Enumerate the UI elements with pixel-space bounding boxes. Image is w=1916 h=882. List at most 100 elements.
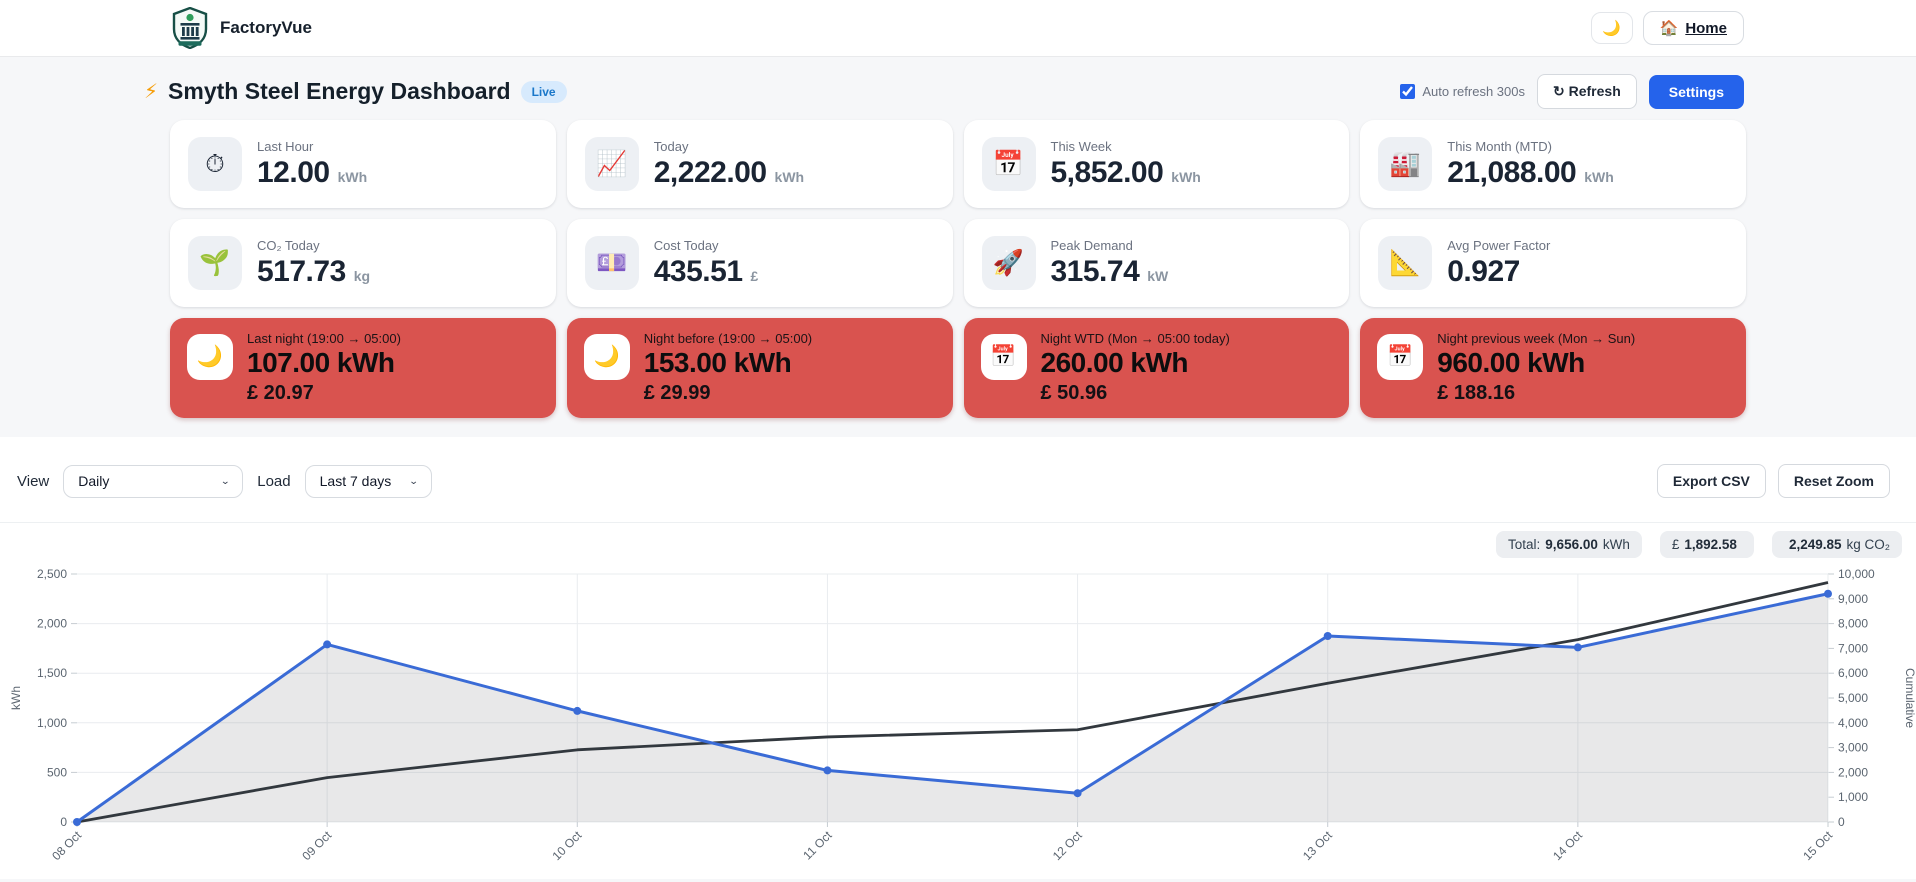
- stopwatch-icon: ⏱: [188, 137, 242, 191]
- kpi-unit: kWh: [774, 168, 805, 185]
- badge-suffix: kg CO₂: [1846, 537, 1891, 553]
- dashboard-header: ⚡ Smyth Steel Energy Dashboard Live Auto…: [0, 57, 1916, 120]
- kpi-label: Last Hour: [257, 138, 314, 154]
- settings-button[interactable]: Settings: [1648, 74, 1744, 109]
- auto-refresh-control: Auto refresh 300s: [1400, 84, 1525, 99]
- svg-text:1,000: 1,000: [37, 716, 67, 730]
- night-cost: £ 188.16: [1437, 382, 1516, 405]
- chevron-down-icon: ⌄: [408, 475, 419, 487]
- auto-refresh-label: Auto refresh 300s: [1422, 84, 1525, 99]
- moon-icon: 🌙: [1602, 20, 1621, 37]
- svg-text:14 Oct: 14 Oct: [1550, 828, 1585, 863]
- view-label: View: [17, 472, 50, 490]
- chart-increasing-icon: 📈: [584, 137, 639, 191]
- live-badge: Live: [520, 80, 567, 103]
- page-title: Smyth Steel Energy Dashboard: [168, 78, 511, 104]
- calendar-icon: 📅: [981, 137, 1036, 191]
- calendar-icon: 📅: [980, 334, 1027, 380]
- load-label: Load: [257, 472, 291, 490]
- night-card-wtd: 📅 Night WTD (Mon → 05:00 today) 260.00 k…: [963, 318, 1350, 419]
- night-cost: £ 50.96: [1040, 382, 1108, 405]
- svg-text:kWh: kWh: [9, 686, 23, 710]
- svg-text:500: 500: [47, 766, 67, 780]
- kpi-unit: kW: [1147, 267, 1169, 284]
- auto-refresh-checkbox[interactable]: [1400, 84, 1416, 99]
- reset-zoom-button[interactable]: Reset Zoom: [1777, 464, 1890, 499]
- night-value: 260.00 kWh: [1040, 347, 1189, 378]
- factory-icon: 🏭: [1378, 137, 1433, 191]
- totals-row: Total: 9,656.00 kWh £ 1,892.58 2,249.85 …: [1496, 531, 1902, 559]
- moon-icon: 🌙: [583, 334, 630, 380]
- kpi-label: Avg Power Factor: [1447, 237, 1551, 253]
- kpi-card-today: 📈 Today 2,222.00 kWh: [566, 120, 953, 208]
- kpi-unit: kg: [353, 267, 371, 284]
- total-co2-badge: 2,249.85 kg CO₂: [1771, 531, 1902, 559]
- total-cost-badge: £ 1,892.58: [1659, 531, 1754, 559]
- svg-text:0: 0: [60, 815, 67, 829]
- badge-prefix: £: [1671, 537, 1680, 553]
- refresh-button[interactable]: ↻ Refresh: [1537, 74, 1637, 109]
- brand: FactoryVue: [172, 7, 312, 49]
- kpi-label: CO₂ Today: [257, 237, 320, 253]
- night-card-night-before: 🌙 Night before (19:00 → 05:00) 153.00 kW…: [566, 318, 953, 419]
- svg-text:1,000: 1,000: [1838, 790, 1868, 804]
- night-value: 107.00 kWh: [247, 347, 395, 378]
- kpi-value: 0.927: [1447, 254, 1520, 288]
- svg-text:6,000: 6,000: [1838, 666, 1868, 680]
- total-kwh-badge: Total: 9,656.00 kWh: [1496, 531, 1642, 559]
- kpi-unit: kWh: [1171, 168, 1201, 185]
- kpi-unit: kWh: [337, 168, 368, 185]
- home-button[interactable]: 🏠 Home: [1642, 11, 1744, 45]
- kpi-card-cost-today: 💷 Cost Today 435.51 £: [566, 219, 953, 307]
- energy-chart[interactable]: 0 500 1,000 1,500 2,000 2,500 0 1,000 2,000 3,000…: [0, 523, 1916, 879]
- svg-text:2,000: 2,000: [1838, 766, 1868, 780]
- kpi-value: 12.00: [257, 155, 330, 189]
- night-label: Night previous week (Mon → Sun): [1437, 331, 1636, 346]
- kpi-value: 517.73: [257, 254, 346, 288]
- svg-text:7,000: 7,000: [1838, 642, 1868, 656]
- triangular-ruler-icon: 📐: [1378, 236, 1433, 290]
- refresh-icon: ↻: [1553, 83, 1565, 99]
- svg-text:2,000: 2,000: [37, 617, 67, 631]
- svg-text:3,000: 3,000: [1838, 741, 1868, 755]
- svg-text:15 Oct: 15 Oct: [1800, 828, 1835, 863]
- svg-text:9,000: 9,000: [1838, 592, 1868, 606]
- theme-toggle-button[interactable]: 🌙: [1590, 12, 1633, 44]
- chart-section: Total: 9,656.00 kWh £ 1,892.58 2,249.85 …: [0, 523, 1916, 880]
- kpi-value: 21,088.00: [1447, 155, 1577, 189]
- svg-text:2,500: 2,500: [37, 567, 67, 581]
- refresh-label: Refresh: [1568, 83, 1621, 99]
- badge-number: 1,892.58: [1684, 537, 1737, 553]
- kpi-value: 315.74: [1050, 254, 1140, 288]
- night-card-previous-week: 📅 Night previous week (Mon → Sun) 960.00…: [1360, 318, 1746, 419]
- svg-text:1,500: 1,500: [37, 666, 67, 680]
- export-csv-button[interactable]: Export CSV: [1656, 464, 1766, 499]
- night-cost: £ 20.97: [247, 382, 314, 405]
- load-select[interactable]: Last 7 days ⌄: [304, 464, 432, 498]
- svg-text:12 Oct: 12 Oct: [1050, 828, 1085, 863]
- rocket-icon: 🚀: [981, 236, 1036, 290]
- kpi-card-power-factor: 📐 Avg Power Factor 0.927: [1360, 219, 1746, 307]
- banknote-icon: 💷: [584, 236, 639, 290]
- kpi-unit: kWh: [1584, 168, 1614, 185]
- night-cost: £ 29.99: [643, 382, 711, 405]
- kpi-label: Cost Today: [653, 237, 719, 253]
- view-select-value: Daily: [78, 473, 110, 490]
- view-select[interactable]: Daily ⌄: [63, 464, 244, 498]
- kpi-value: 5,852.00: [1050, 155, 1164, 189]
- badge-suffix: kWh: [1602, 537, 1630, 553]
- kpi-grid: ⏱ Last Hour 12.00 kWh 📈 Today 2,222.00 kWh…: [170, 120, 1746, 307]
- night-label: Last night (19:00 → 05:00): [247, 331, 401, 346]
- moon-icon: 🌙: [187, 334, 233, 380]
- svg-text:5,000: 5,000: [1838, 691, 1868, 705]
- night-card-last-night: 🌙 Last night (19:00 → 05:00) 107.00 kWh …: [170, 318, 556, 419]
- night-value: 153.00 kWh: [643, 347, 792, 378]
- seedling-icon: 🌱: [188, 236, 242, 290]
- kpi-card-this-month: 🏭 This Month (MTD) 21,088.00 kWh: [1360, 120, 1746, 208]
- kpi-card-peak-demand: 🚀 Peak Demand 315.74 kW: [963, 219, 1350, 307]
- kpi-card-this-week: 📅 This Week 5,852.00 kWh: [963, 120, 1350, 208]
- kpi-unit: £: [750, 267, 759, 284]
- bolt-icon: ⚡: [144, 81, 159, 103]
- svg-text:13 Oct: 13 Oct: [1300, 828, 1335, 863]
- svg-text:Cumulative: Cumulative: [1903, 668, 1916, 728]
